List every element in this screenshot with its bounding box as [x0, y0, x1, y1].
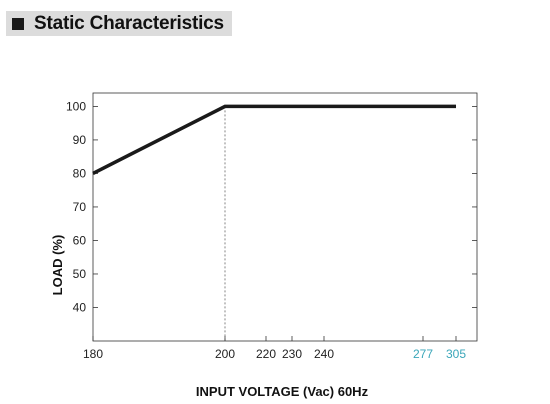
x-tick-label: 277	[413, 347, 433, 361]
section-title: Static Characteristics	[34, 12, 224, 34]
x-axis-title: INPUT VOLTAGE (Vac) 60Hz	[196, 384, 369, 399]
y-tick-label: 90	[73, 133, 87, 147]
y-tick-label: 70	[73, 200, 87, 214]
plot-frame	[92, 92, 478, 342]
x-tick-label: 240	[314, 347, 334, 361]
square-bullet-icon	[12, 17, 24, 30]
x-tick-label: 305	[446, 347, 466, 361]
x-tick-label: 200	[215, 347, 235, 361]
section-header: Static Characteristics	[6, 11, 232, 36]
y-tick-label: 40	[73, 300, 87, 314]
y-tick-label: 80	[73, 166, 87, 180]
y-tick-label: 100	[66, 99, 86, 113]
x-tick-label: 230	[282, 347, 302, 361]
x-tick-label: 180	[83, 347, 103, 361]
y-axis-title: LOAD (%)	[50, 235, 65, 296]
x-tick-label: 220	[256, 347, 276, 361]
load-curve-line	[92, 104, 456, 175]
y-tick-label: 60	[73, 233, 87, 247]
y-tick-label: 50	[73, 267, 87, 281]
